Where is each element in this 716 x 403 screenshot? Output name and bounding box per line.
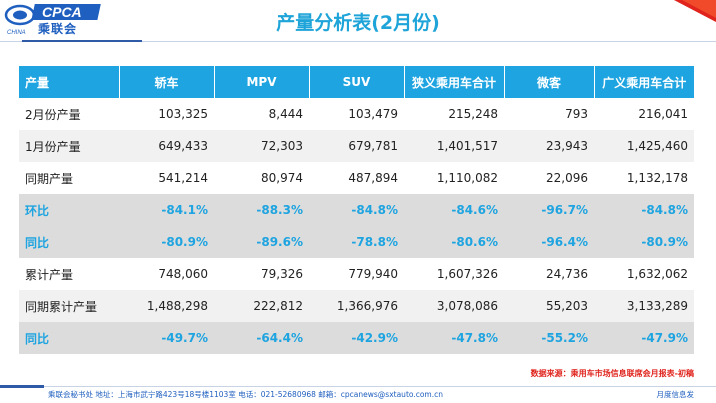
table-cell: 72,303: [214, 130, 309, 162]
table-cell: 103,325: [119, 98, 214, 130]
row-label: 1月份产量: [19, 130, 119, 162]
table-cell: -84.1%: [119, 194, 214, 226]
table-cell: 679,781: [309, 130, 404, 162]
table-cell: 1,425,460: [594, 130, 694, 162]
table-cell: 1,401,517: [404, 130, 504, 162]
table-row: 同比 -80.9% -89.6% -78.8% -80.6% -96.4% -80.9%: [19, 226, 694, 258]
logo-cn: 乘联会: [38, 22, 78, 36]
table-cell: 79,326: [214, 258, 309, 290]
table-cell: 1,110,082: [404, 162, 504, 194]
logo-text: CPCA: [42, 4, 82, 20]
table-row: 同期累计产量 1,488,298 222,812 1,366,976 3,078,086…: [19, 290, 694, 322]
row-label: 同期累计产量: [19, 290, 119, 322]
cpca-logo-mark: CPCA: [4, 4, 101, 26]
column-header: SUV: [308, 66, 404, 98]
table-cell: 222,812: [214, 290, 309, 322]
table-cell: -80.6%: [404, 226, 504, 258]
cpca-logo: CPCA 乘联会 CHINA: [4, 3, 104, 37]
table-header-row: 产量 轿车 MPV SUV 狭义乘用车合计 微客 广义乘用车合计: [19, 66, 694, 98]
table-cell: 748,060: [119, 258, 214, 290]
footer-rule: [0, 386, 716, 387]
footer-right-text: 月度信息发: [656, 390, 695, 399]
table-cell: 1,607,326: [404, 258, 504, 290]
table-cell: -55.2%: [504, 322, 594, 354]
row-label: 累计产量: [19, 258, 119, 290]
table-cell: 1,366,976: [309, 290, 404, 322]
header-rule-accent: [22, 40, 142, 42]
table-cell: -96.7%: [504, 194, 594, 226]
table-cell: -47.8%: [404, 322, 504, 354]
row-label: 同期产量: [19, 162, 119, 194]
table-cell: 779,940: [309, 258, 404, 290]
table-cell: 3,078,086: [404, 290, 504, 322]
table-cell: 216,041: [594, 98, 694, 130]
table-row: 2月份产量 103,325 8,444 103,479 215,248 793 216,04…: [19, 98, 694, 130]
table-cell: 793: [504, 98, 594, 130]
page-title: 产量分析表(2月份): [276, 12, 440, 34]
column-header: 微客: [503, 66, 594, 98]
table-cell: -78.8%: [309, 226, 404, 258]
row-label: 环比: [19, 194, 119, 226]
table-cell: 1,488,298: [119, 290, 214, 322]
table-cell: -88.3%: [214, 194, 309, 226]
table-cell: 24,736: [504, 258, 594, 290]
table-cell: 1,632,062: [594, 258, 694, 290]
column-header: MPV: [213, 66, 309, 98]
row-label: 2月份产量: [19, 98, 119, 130]
footer-rule-accent: [0, 385, 44, 388]
table-cell: -89.6%: [214, 226, 309, 258]
table-row: 1月份产量 649,433 72,303 679,781 1,401,517 23,943…: [19, 130, 694, 162]
column-header: 产量: [19, 66, 119, 98]
column-header: 广义乘用车合计: [593, 66, 694, 98]
table-cell: 541,214: [119, 162, 214, 194]
production-table: 产量 轿车 MPV SUV 狭义乘用车合计 微客 广义乘用车合计 2月份产量 103,325 8…: [19, 66, 694, 354]
table-cell: 215,248: [404, 98, 504, 130]
table-cell: 55,203: [504, 290, 594, 322]
table-cell: -42.9%: [309, 322, 404, 354]
table-cell: 80,974: [214, 162, 309, 194]
table-cell: -84.6%: [404, 194, 504, 226]
table-cell: -47.9%: [594, 322, 694, 354]
header-rule: [0, 41, 716, 42]
row-label: 同比: [19, 322, 119, 354]
column-header: 狭义乘用车合计: [403, 66, 504, 98]
footer-info: 乘联会秘书处 地址：上海市武宁路423号18号楼1103室 电话：021-526…: [48, 390, 444, 399]
corner-decoration: [674, 0, 716, 22]
table-cell: 8,444: [214, 98, 309, 130]
table-cell: -96.4%: [504, 226, 594, 258]
table-cell: -84.8%: [594, 194, 694, 226]
table-cell: 487,894: [309, 162, 404, 194]
table-row: 同期产量 541,214 80,974 487,894 1,110,082 22,096 1…: [19, 162, 694, 194]
table-row: 累计产量 748,060 79,326 779,940 1,607,326 24,736 1…: [19, 258, 694, 290]
table-cell: -49.7%: [119, 322, 214, 354]
row-label: 同比: [19, 226, 119, 258]
logo-sub: CHINA: [7, 30, 26, 36]
table-cell: -80.9%: [594, 226, 694, 258]
column-header: 轿车: [118, 66, 214, 98]
table-cell: 3,133,289: [594, 290, 694, 322]
data-source: 数据来源：乘用车市场信息联席会月报表-初稿: [530, 369, 694, 378]
table-cell: 103,479: [309, 98, 404, 130]
table-cell: 1,132,178: [594, 162, 694, 194]
table-cell: 649,433: [119, 130, 214, 162]
table-cell: -84.8%: [309, 194, 404, 226]
table-cell: 23,943: [504, 130, 594, 162]
table-cell: -80.9%: [119, 226, 214, 258]
table-cell: 22,096: [504, 162, 594, 194]
table-row: 同比 -49.7% -64.4% -42.9% -47.8% -55.2% -47.9%: [19, 322, 694, 354]
table-row: 环比 -84.1% -88.3% -84.8% -84.6% -96.7% -84.8%: [19, 194, 694, 226]
table-cell: -64.4%: [214, 322, 309, 354]
